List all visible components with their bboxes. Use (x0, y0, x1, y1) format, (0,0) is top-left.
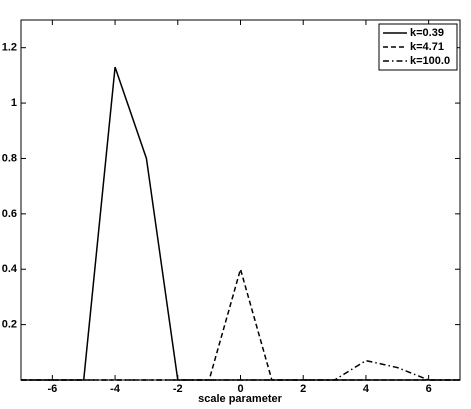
data-line (21, 359, 460, 381)
x-tick-label: -4 (110, 383, 121, 395)
x-tick-label: 6 (426, 383, 432, 395)
x-tick-label: 4 (363, 383, 370, 395)
legend-label: k=4.71 (410, 41, 444, 53)
y-tick-label: 1 (11, 97, 17, 109)
legend-label: k=100.0 (410, 55, 450, 67)
plot-frame (20, 19, 461, 381)
x-tick-label: 0 (237, 383, 243, 395)
x-tick-label: -2 (173, 383, 183, 395)
x-axis-label: scale parameter (198, 393, 282, 405)
y-tick-label: 0.8 (2, 152, 17, 164)
y-tick-label: 0.6 (2, 208, 17, 220)
x-tick-label: 2 (300, 383, 306, 395)
y-tick-label: 0.2 (2, 319, 17, 331)
legend-label: k=0.39 (410, 27, 444, 39)
x-tick-label: -6 (47, 383, 57, 395)
y-tick-label: 0.4 (2, 263, 18, 275)
y-tick-label: 1.2 (2, 42, 17, 54)
